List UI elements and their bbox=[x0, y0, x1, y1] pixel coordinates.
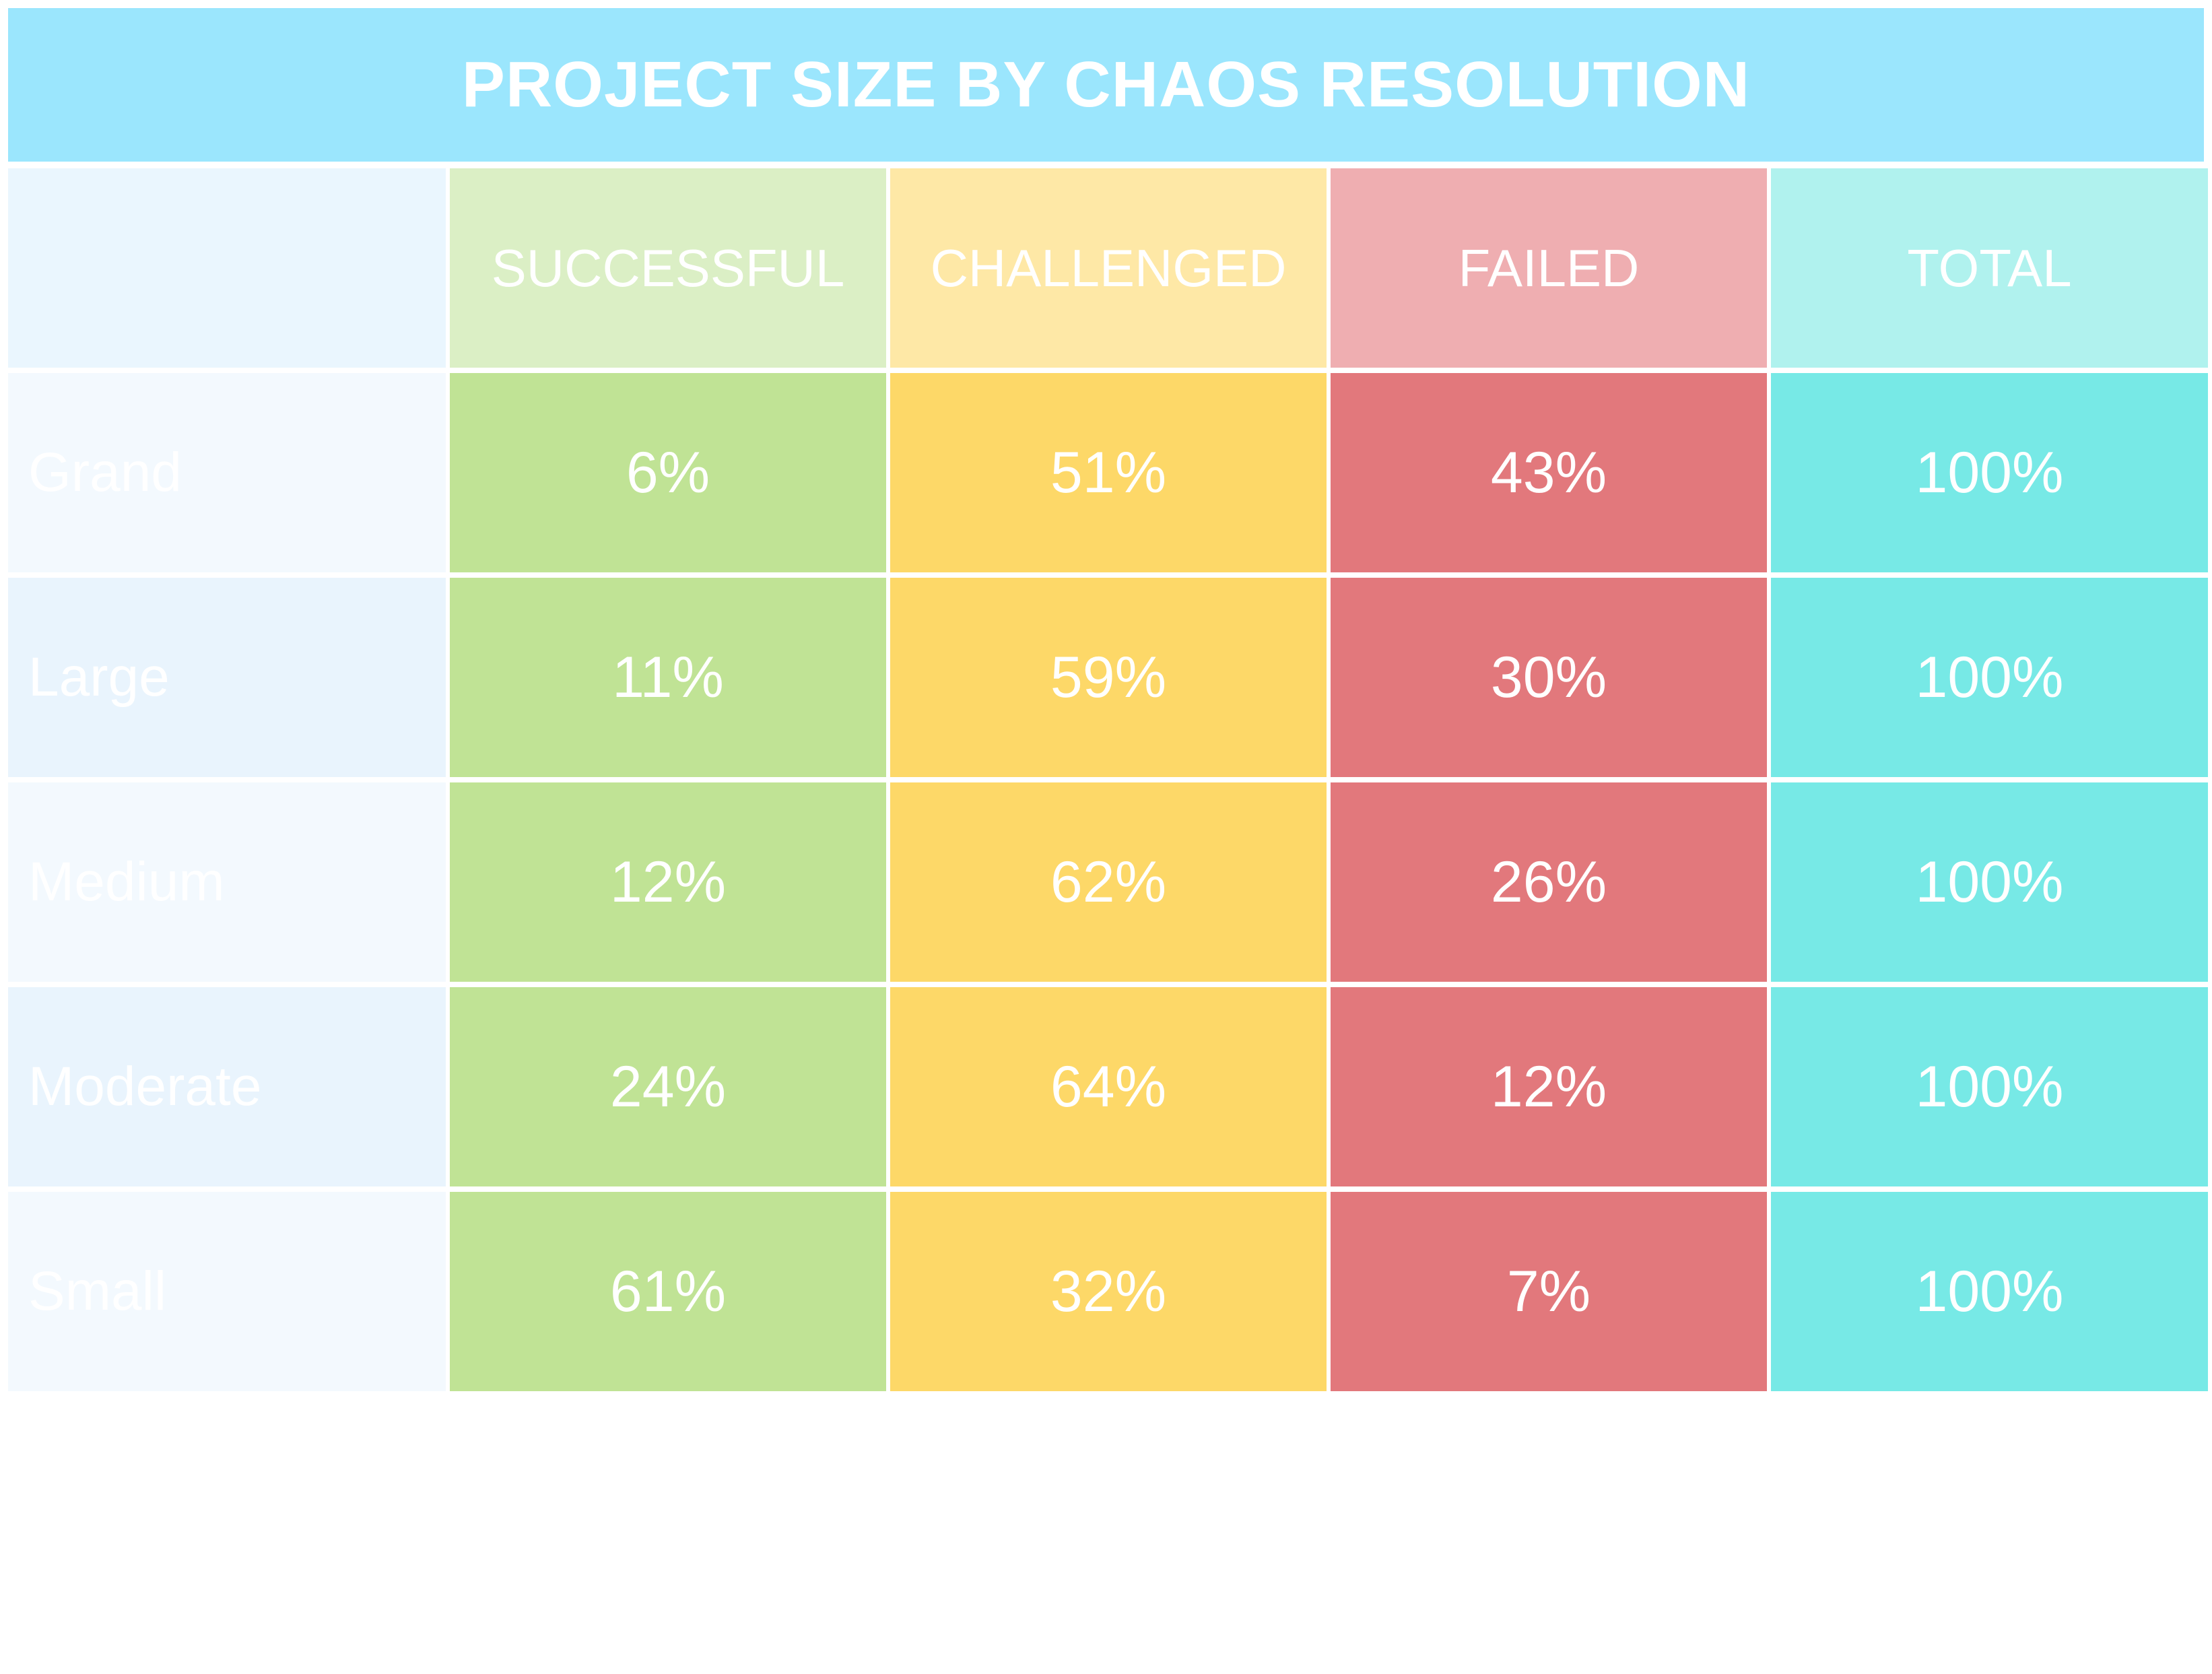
row-label-grand: Grand bbox=[8, 373, 446, 572]
row-label-large: Large bbox=[8, 578, 446, 777]
row-label-small: Small bbox=[8, 1192, 446, 1391]
cell-grand-challenged: 51% bbox=[890, 373, 1327, 572]
column-header-total: TOTAL bbox=[1771, 168, 2208, 368]
cell-large-total: 100% bbox=[1771, 578, 2208, 777]
title-bar: PROJECT SIZE BY CHAOS RESOLUTION bbox=[8, 8, 2204, 162]
cell-small-failed: 7% bbox=[1331, 1192, 1767, 1391]
cell-moderate-failed: 12% bbox=[1331, 987, 1767, 1186]
cell-small-successful: 61% bbox=[450, 1192, 886, 1391]
cell-grand-failed: 43% bbox=[1331, 373, 1767, 572]
cell-medium-total: 100% bbox=[1771, 782, 2208, 982]
table-title: PROJECT SIZE BY CHAOS RESOLUTION bbox=[461, 48, 1751, 121]
cell-large-failed: 30% bbox=[1331, 578, 1767, 777]
cell-small-total: 100% bbox=[1771, 1192, 2208, 1391]
cell-small-challenged: 32% bbox=[890, 1192, 1327, 1391]
cell-grand-successful: 6% bbox=[450, 373, 886, 572]
data-table: SUCCESSFUL CHALLENGED FAILED TOTAL Grand… bbox=[8, 168, 2208, 1391]
cell-grand-total: 100% bbox=[1771, 373, 2208, 572]
cell-medium-challenged: 62% bbox=[890, 782, 1327, 982]
column-header-failed: FAILED bbox=[1331, 168, 1767, 368]
cell-moderate-challenged: 64% bbox=[890, 987, 1327, 1186]
cell-large-challenged: 59% bbox=[890, 578, 1327, 777]
row-label-moderate: Moderate bbox=[8, 987, 446, 1186]
cell-medium-failed: 26% bbox=[1331, 782, 1767, 982]
column-header-challenged: CHALLENGED bbox=[890, 168, 1327, 368]
cell-large-successful: 11% bbox=[450, 578, 886, 777]
corner-cell bbox=[8, 168, 446, 368]
cell-moderate-total: 100% bbox=[1771, 987, 2208, 1186]
cell-moderate-successful: 24% bbox=[450, 987, 886, 1186]
column-header-successful: SUCCESSFUL bbox=[450, 168, 886, 368]
cell-medium-successful: 12% bbox=[450, 782, 886, 982]
row-label-medium: Medium bbox=[8, 782, 446, 982]
